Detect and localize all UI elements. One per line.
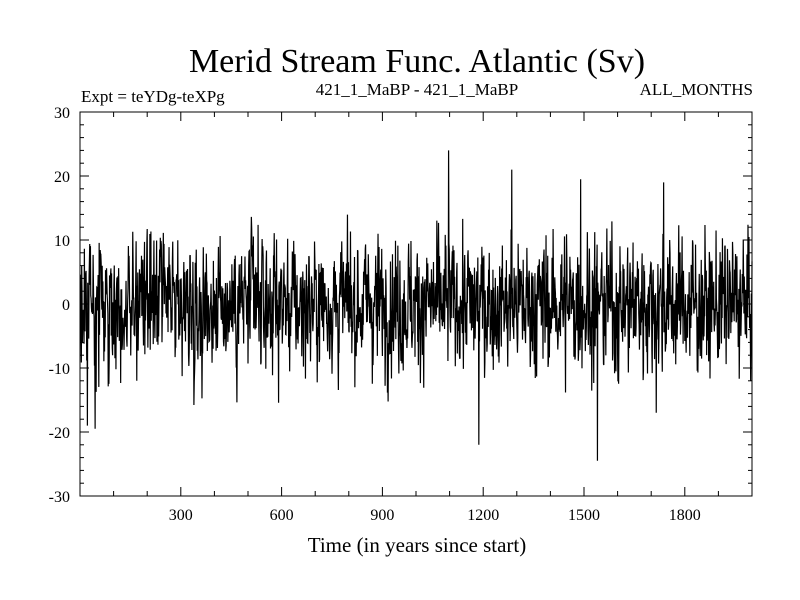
y-tick-label: 30 bbox=[54, 105, 70, 122]
y-tick-label: 0 bbox=[62, 297, 70, 314]
x-tick-label: 300 bbox=[169, 507, 193, 524]
y-tick-label: -10 bbox=[49, 361, 70, 378]
x-tick-label: 1200 bbox=[467, 507, 499, 524]
x-axis-label: Time (in years since start) bbox=[308, 533, 527, 557]
experiment-label: Expt = teYDg-teXPg bbox=[81, 87, 225, 106]
y-tick-label: -20 bbox=[49, 425, 70, 442]
x-tick-label: 1800 bbox=[669, 507, 701, 524]
period-label: 421_1_MaBP - 421_1_MaBP bbox=[316, 80, 518, 99]
x-tick-label: 1500 bbox=[568, 507, 600, 524]
x-tick-label: 600 bbox=[270, 507, 294, 524]
months-label: ALL_MONTHS bbox=[640, 80, 753, 99]
y-tick-label: -30 bbox=[49, 489, 70, 506]
y-tick-label: 10 bbox=[54, 233, 70, 250]
x-tick-label: 900 bbox=[370, 507, 394, 524]
series-line bbox=[79, 150, 753, 461]
chart-title: Merid Stream Func. Atlantic (Sv) bbox=[189, 43, 645, 80]
y-tick-label: 20 bbox=[54, 169, 70, 186]
